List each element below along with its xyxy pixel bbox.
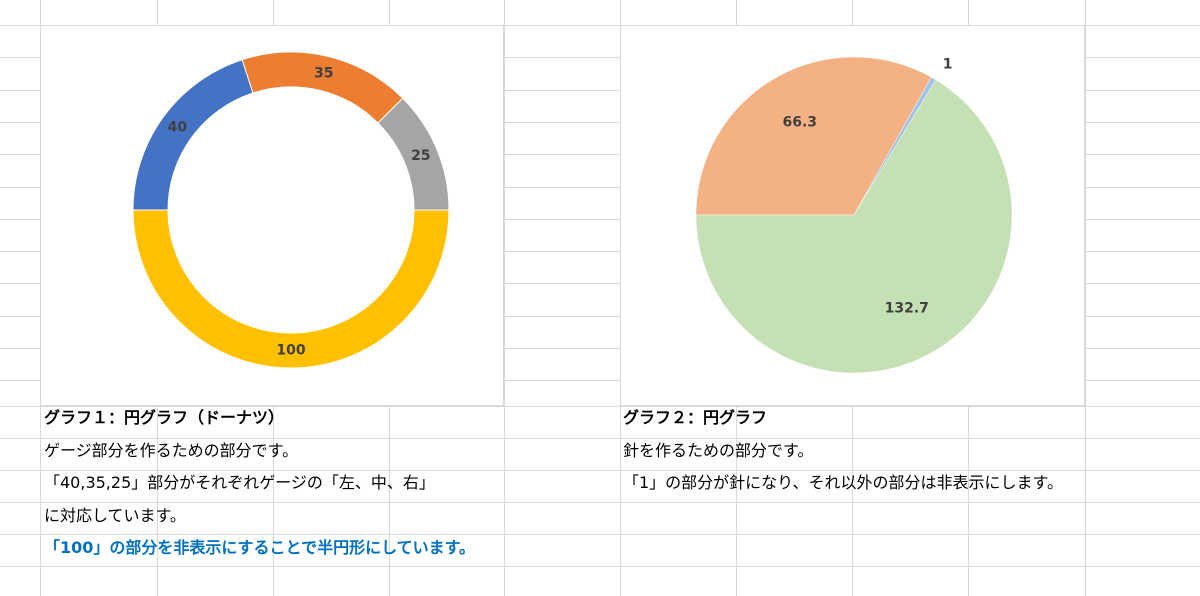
pie-data-label: 1 <box>943 57 953 73</box>
graph1-heading: グラフ１：円グラフ（ドーナツ） <box>44 408 285 427</box>
graph1-description-line3: に対応しています。 <box>44 506 186 525</box>
pie-slice[interactable] <box>695 79 1013 374</box>
graph2-heading: グラフ２：円グラフ <box>623 408 768 427</box>
pie-data-label: 132.7 <box>885 301 929 317</box>
doughnut-data-label: 35 <box>314 65 333 81</box>
doughnut-segment[interactable] <box>241 51 404 124</box>
pie-slice[interactable] <box>695 56 932 216</box>
doughnut-segment[interactable] <box>132 59 254 211</box>
doughnut-segment[interactable] <box>132 209 450 369</box>
graph2-description-line2: 「1」の部分が針になり、それ以外の部分は非表示にします。 <box>623 473 1063 492</box>
graph1-description-line2: 「40,35,25」部分がそれぞれゲージの「左、中、右」 <box>44 473 435 492</box>
graph2-description-line1: 針を作るための部分です。 <box>623 441 814 460</box>
doughnut-data-label: 40 <box>168 119 188 135</box>
pie-chart[interactable]: 66.3 1 132.7 <box>620 25 1085 406</box>
doughnut-chart[interactable]: 40 35 25 100 <box>40 25 504 406</box>
doughnut-data-label: 100 <box>276 343 305 359</box>
graph1-description-line1: ゲージ部分を作るための部分です。 <box>44 441 299 460</box>
pie-chart-plot: 66.3 1 132.7 <box>695 56 1013 374</box>
doughnut-chart-plot: 40 35 25 100 <box>132 51 450 369</box>
graph1-highlight-note: 「100」の部分を非表示にすることで半円形にしています。 <box>44 538 475 557</box>
pie-data-label: 66.3 <box>782 114 817 130</box>
doughnut-data-label: 25 <box>411 148 430 164</box>
